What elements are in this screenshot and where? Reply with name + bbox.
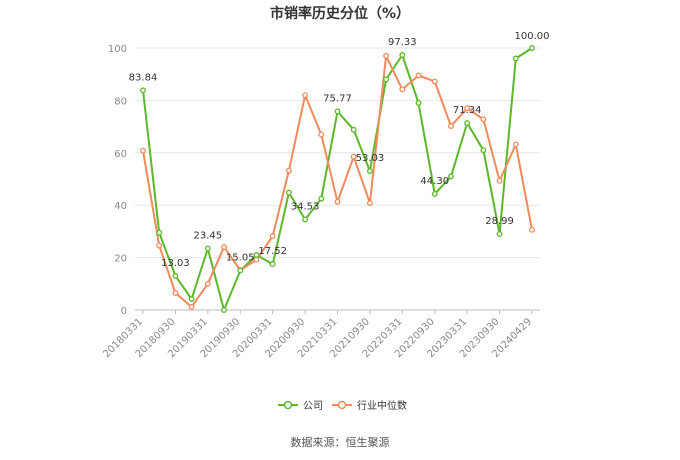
y-tick-label: 20 <box>114 254 127 265</box>
industry-median-point <box>512 141 519 148</box>
industry-median-point <box>448 123 454 130</box>
industry-median-point <box>156 242 163 249</box>
company-data-label: 75.77 <box>323 93 352 104</box>
company-point <box>221 307 227 313</box>
company-data-label: 15.05 <box>226 253 255 264</box>
company-point <box>480 147 487 154</box>
legend[interactable]: 公司 行业中位数 <box>278 399 407 412</box>
company-data-label: 97.33 <box>388 37 417 48</box>
company-point <box>188 296 195 302</box>
industry-median-point <box>415 72 422 79</box>
industry-median-point <box>172 290 179 296</box>
industry-median-point <box>204 280 211 287</box>
company-point <box>253 252 260 258</box>
industry-median-point <box>269 233 276 240</box>
industry-median-point <box>529 226 535 233</box>
company-point <box>269 261 276 268</box>
industry-median-point <box>480 116 487 123</box>
x-axis: 2018033120180930201903312019093020200331… <box>101 310 534 360</box>
company-data-label: 13.03 <box>161 258 190 269</box>
legend-company-marker <box>283 400 293 410</box>
y-tick-label: 40 <box>114 201 127 212</box>
company-point <box>285 189 292 196</box>
industry-median-point <box>221 244 227 251</box>
company-point <box>366 168 373 175</box>
company-data-label: 44.30 <box>420 176 449 187</box>
company-data-label: 23.45 <box>194 231 223 242</box>
industry-median-point <box>350 153 357 160</box>
company-point <box>431 190 438 197</box>
legend-item-company[interactable]: 公司 <box>278 400 323 412</box>
y-axis: 0 20 40 60 80 100 <box>108 44 127 317</box>
industry-median-point <box>334 198 341 205</box>
company-data-label: 71.34 <box>453 105 482 116</box>
industry-median-point <box>253 256 260 263</box>
company-point <box>237 267 244 274</box>
chart-title: 市销率历史分位（%） <box>270 5 410 22</box>
company-point <box>172 272 179 279</box>
grid-lines <box>135 47 540 311</box>
company-point <box>318 195 325 202</box>
company-point <box>350 126 357 133</box>
industry-median-point <box>383 52 390 59</box>
series-lines <box>140 45 535 313</box>
y-tick-label: 0 <box>121 306 127 317</box>
company-point <box>415 100 422 106</box>
company-data-label: 83.84 <box>129 72 158 83</box>
y-tick-label: 100 <box>108 44 127 55</box>
industry-median-point <box>302 92 309 99</box>
legend-company-label: 公司 <box>303 401 323 412</box>
industry-median-point <box>399 86 406 93</box>
legend-industry-median-marker <box>337 400 347 410</box>
company-point <box>156 229 163 236</box>
industry-median-point <box>140 147 146 154</box>
industry-median-point <box>431 78 438 85</box>
source-note: 数据来源：恒生聚源 <box>291 435 390 449</box>
industry-median-point <box>188 303 195 310</box>
company-data-label: 53.03 <box>356 153 385 164</box>
industry-median-point <box>464 105 471 112</box>
company-point <box>496 231 503 237</box>
company-data-label: 28.99 <box>485 216 514 227</box>
legend-item-industry-median[interactable]: 行业中位数 <box>332 399 407 412</box>
company-data-label: 100.00 <box>515 31 550 42</box>
company-point <box>464 120 471 127</box>
industry-median-point <box>318 131 325 138</box>
company-point <box>302 216 309 223</box>
y-tick-label: 60 <box>114 149 127 160</box>
company-point <box>383 76 390 83</box>
company-point <box>334 108 341 115</box>
company-point <box>399 52 406 58</box>
company-data-label: 34.53 <box>291 202 320 213</box>
industry-median-point <box>496 177 503 184</box>
industry-median-point <box>366 200 373 207</box>
company-series-line <box>142 47 533 311</box>
company-point <box>448 173 454 180</box>
company-point <box>512 55 519 62</box>
industry-median-point <box>285 167 292 174</box>
company-point <box>204 245 211 252</box>
legend-industry-median-label: 行业中位数 <box>357 399 407 412</box>
company-data-label: 17.52 <box>258 246 287 257</box>
company-point <box>140 87 146 94</box>
y-tick-label: 80 <box>114 96 127 107</box>
company-point <box>529 45 535 51</box>
